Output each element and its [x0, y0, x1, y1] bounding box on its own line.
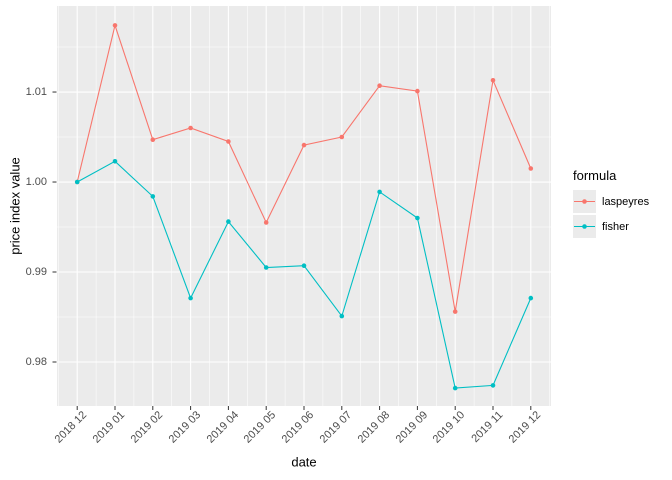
- data-point-laspeyres[interactable]: [188, 125, 193, 131]
- data-point-laspeyres[interactable]: [452, 309, 458, 314]
- data-point-fisher[interactable]: [263, 265, 269, 270]
- data-point-fisher[interactable]: [150, 194, 156, 199]
- data-point-fisher[interactable]: [528, 295, 534, 301]
- data-point-laspeyres[interactable]: [528, 166, 534, 171]
- legend-key-fisher-icon: [573, 215, 596, 238]
- data-point-fisher[interactable]: [188, 295, 193, 301]
- y-axis-tick-label: 0.98: [25, 355, 47, 368]
- legend-key-point: [582, 199, 587, 204]
- data-point-fisher[interactable]: [490, 383, 496, 388]
- data-point-fisher[interactable]: [452, 385, 458, 391]
- legend-label-fisher: fisher: [602, 220, 629, 233]
- y-axis-tick-label: 1.01: [25, 86, 47, 99]
- data-point-laspeyres[interactable]: [377, 83, 382, 88]
- x-axis-title: date: [291, 454, 317, 470]
- y-axis-tick-label: 1.00: [25, 176, 47, 189]
- data-point-fisher[interactable]: [74, 179, 80, 185]
- legend-item-fisher[interactable]: fisher: [573, 215, 649, 238]
- legend-key-point: [582, 224, 587, 229]
- data-point-laspeyres[interactable]: [150, 137, 156, 142]
- data-point-laspeyres[interactable]: [112, 23, 118, 28]
- data-point-fisher[interactable]: [377, 189, 382, 195]
- y-axis-tick-label: 0.99: [25, 266, 47, 278]
- data-point-fisher[interactable]: [112, 159, 118, 164]
- data-point-laspeyres[interactable]: [415, 88, 420, 94]
- data-point-laspeyres[interactable]: [263, 220, 269, 225]
- data-point-laspeyres[interactable]: [301, 142, 307, 148]
- data-point-laspeyres[interactable]: [339, 134, 345, 140]
- legend-title: formula: [573, 168, 617, 183]
- y-axis-title: price index value: [7, 157, 23, 255]
- data-point-fisher[interactable]: [301, 263, 307, 269]
- legend-item-laspeyres[interactable]: laspeyres: [573, 190, 649, 213]
- legend: formula laspeyres fisher: [573, 168, 649, 240]
- legend-label-laspeyres: laspeyres: [602, 195, 650, 208]
- data-point-laspeyres[interactable]: [490, 78, 496, 83]
- data-point-fisher[interactable]: [415, 215, 420, 221]
- data-point-fisher[interactable]: [339, 313, 345, 319]
- data-point-laspeyres[interactable]: [226, 139, 231, 144]
- legend-key-laspeyres-icon: [573, 190, 596, 213]
- data-point-fisher[interactable]: [226, 219, 231, 224]
